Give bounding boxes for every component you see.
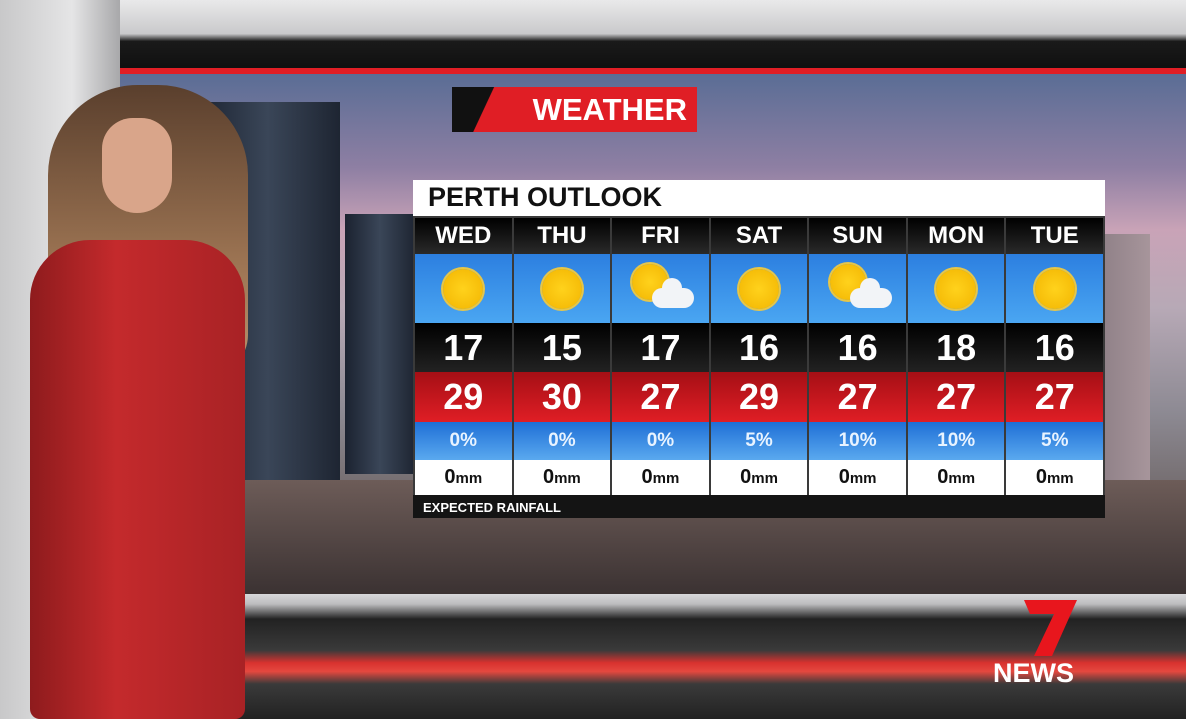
weather-banner: WEATHER <box>452 87 697 132</box>
max-temp: 29 <box>710 372 808 422</box>
partly-cloudy-icon <box>612 254 709 323</box>
rain-unit: mm <box>1046 470 1074 487</box>
max-temp: 27 <box>809 372 906 422</box>
day-label: WED <box>415 218 512 254</box>
min-temp: 15 <box>513 323 611 372</box>
seven-logo-icon <box>1024 600 1077 656</box>
forecast-day-tue: TUE 16 27 5% 0mm <box>1006 218 1104 495</box>
min-temp: 16 <box>710 323 808 372</box>
cloud-icon <box>849 278 892 308</box>
rain-amount: 0mm <box>612 460 709 495</box>
sunny-icon <box>415 254 512 323</box>
day-label: SUN <box>809 218 906 254</box>
rain-amount-value: 0 <box>1035 466 1047 488</box>
sun-icon <box>443 269 484 309</box>
expected-rainfall-label: EXPECTED RAINFALL <box>423 500 561 515</box>
rain-chance: 0% <box>415 422 512 460</box>
sunny-icon <box>1006 254 1104 323</box>
rain-chance: 0% <box>612 422 709 460</box>
min-temp: 18 <box>907 323 1005 372</box>
min-temp: 17 <box>612 323 709 372</box>
sun-icon <box>541 269 582 309</box>
rain-unit: mm <box>652 470 680 487</box>
forecast-day-thu: THU 15 30 0% 0mm <box>513 218 611 495</box>
rain-amount: 0mm <box>415 460 512 495</box>
rain-chance: 5% <box>710 422 808 460</box>
rain-amount-value: 0 <box>641 466 653 488</box>
skyscraper <box>345 214 415 474</box>
rain-chance: 0% <box>513 422 611 460</box>
news-logo-text: NEWS <box>993 658 1074 688</box>
studio-red-line <box>118 68 1186 74</box>
rain-amount-value: 0 <box>740 466 752 488</box>
partly-cloudy-icon <box>809 254 906 323</box>
rain-chance: 10% <box>809 422 906 460</box>
rain-amount: 0mm <box>710 460 808 495</box>
forecast-day-fri: FRI 17 27 0% 0mm <box>612 218 709 495</box>
forecast-columns: WED 17 29 0% 0mm THU 15 30 0% 0mm FRI 17 2… <box>413 216 1105 495</box>
panel-title: PERTH OUTLOOK <box>413 180 1105 216</box>
min-temp: 16 <box>1006 323 1104 372</box>
sunny-icon <box>513 254 611 323</box>
rain-amount-value: 0 <box>444 466 456 488</box>
rain-unit: mm <box>554 470 581 487</box>
rain-amount-value: 0 <box>937 466 949 488</box>
sunny-icon <box>710 254 808 323</box>
sun-icon <box>936 269 977 309</box>
day-label: THU <box>513 218 611 254</box>
forecast-day-mon: MON 18 27 10% 0mm <box>907 218 1005 495</box>
forecast-day-sun: SUN 16 27 10% 0mm <box>809 218 906 495</box>
day-label: SAT <box>710 218 808 254</box>
min-temp: 16 <box>809 323 906 372</box>
studio-ceiling <box>0 0 1186 75</box>
day-label: TUE <box>1006 218 1104 254</box>
sunny-icon <box>907 254 1005 323</box>
max-temp: 27 <box>1006 372 1104 422</box>
rain-unit: mm <box>849 470 877 487</box>
min-temp: 17 <box>415 323 512 372</box>
rain-amount: 0mm <box>907 460 1005 495</box>
day-label: MON <box>907 218 1005 254</box>
presenter-dress <box>30 240 245 719</box>
sun-icon <box>739 269 780 309</box>
max-temp: 27 <box>612 372 709 422</box>
max-temp: 30 <box>513 372 611 422</box>
weather-banner-label: WEATHER <box>532 91 687 127</box>
forecast-day-sat: SAT 16 29 5% 0mm <box>710 218 808 495</box>
rain-amount-value: 0 <box>838 466 850 488</box>
rain-amount: 0mm <box>1006 460 1104 495</box>
rain-unit: mm <box>455 470 483 487</box>
rain-amount-value: 0 <box>542 466 555 488</box>
rain-unit: mm <box>751 470 778 487</box>
forecast-panel: PERTH OUTLOOK WED 17 29 0% 0mm THU 15 30 … <box>413 180 1105 518</box>
day-label: FRI <box>612 218 709 254</box>
presenter-face <box>102 118 172 213</box>
sun-icon <box>1034 269 1075 309</box>
rain-amount: 0mm <box>809 460 906 495</box>
rain-chance: 10% <box>907 422 1005 460</box>
forecast-day-wed: WED 17 29 0% 0mm <box>415 218 512 495</box>
rain-chance: 5% <box>1006 422 1104 460</box>
cloud-icon <box>652 278 695 308</box>
max-temp: 29 <box>415 372 512 422</box>
max-temp: 27 <box>907 372 1005 422</box>
rain-unit: mm <box>948 470 976 487</box>
rain-amount: 0mm <box>513 460 611 495</box>
